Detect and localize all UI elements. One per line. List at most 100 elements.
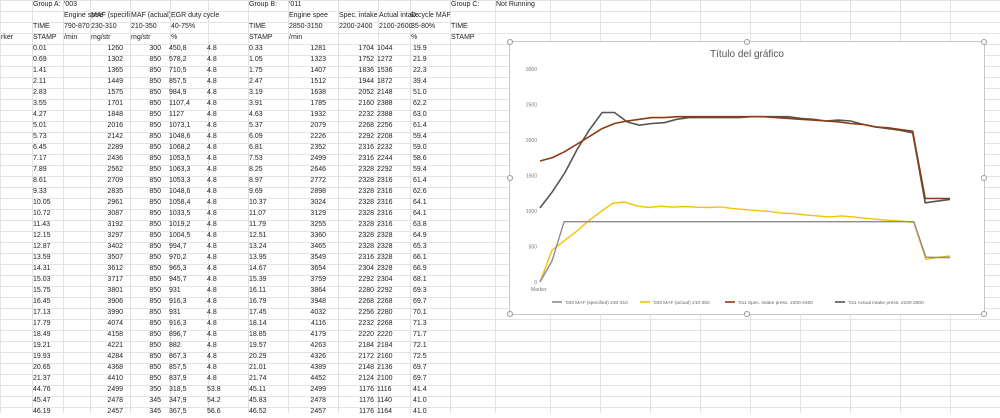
cell[interactable]: 3990 xyxy=(107,309,123,316)
cell[interactable]: 3129 xyxy=(310,210,326,217)
cell[interactable]: 850 xyxy=(149,254,161,261)
cell[interactable]: 4326 xyxy=(310,353,326,360)
resize-handle-top[interactable] xyxy=(744,39,750,45)
cell[interactable]: 2100 xyxy=(377,375,393,382)
cell[interactable]: 2232 xyxy=(377,144,393,151)
cell[interactable]: EGR duty cycle xyxy=(171,12,220,19)
cell[interactable]: 2328 xyxy=(358,166,374,173)
cell[interactable]: 71.3 xyxy=(413,320,427,327)
cell[interactable]: 1323 xyxy=(310,56,326,63)
cell[interactable]: 850 xyxy=(149,221,161,228)
cell[interactable]: 2.11 xyxy=(33,78,47,85)
cell[interactable]: 2208 xyxy=(377,133,393,140)
cell[interactable]: 4.8 xyxy=(207,67,217,74)
cell[interactable]: 12.15 xyxy=(33,232,51,239)
cell[interactable]: 931 xyxy=(169,287,181,294)
cell[interactable]: 1752 xyxy=(358,56,374,63)
cell[interactable]: 916,3 xyxy=(169,298,187,305)
cell[interactable]: 3402 xyxy=(107,243,123,250)
cell[interactable]: 850 xyxy=(149,67,161,74)
cell[interactable]: 61.4 xyxy=(413,177,427,184)
cell[interactable]: 2079 xyxy=(310,122,326,129)
cell[interactable]: 2268 xyxy=(358,298,374,305)
cell[interactable]: 5.01 xyxy=(33,122,47,129)
cell[interactable]: 882 xyxy=(169,342,181,349)
cell[interactable]: 4.8 xyxy=(207,221,217,228)
cell[interactable]: 857,5 xyxy=(169,78,187,85)
cell[interactable]: 4.8 xyxy=(207,78,217,85)
cell[interactable]: 6.09 xyxy=(249,133,263,140)
cell[interactable]: 10.37 xyxy=(249,199,267,206)
cell[interactable]: 1053,3 xyxy=(169,177,191,184)
cell[interactable]: 59.0 xyxy=(413,144,427,151)
cell[interactable]: 2316 xyxy=(358,254,374,261)
cell[interactable]: 2100-2600 xyxy=(379,23,413,30)
cell[interactable]: '011 xyxy=(289,1,302,8)
cell[interactable]: 15.03 xyxy=(33,276,51,283)
cell[interactable]: 1449 xyxy=(107,78,123,85)
cell[interactable]: 69.7 xyxy=(413,375,427,382)
cell[interactable]: 970,2 xyxy=(169,254,187,261)
cell[interactable]: 66.1 xyxy=(413,254,427,261)
cell[interactable]: 4452 xyxy=(310,375,326,382)
cell[interactable]: 4.8 xyxy=(207,155,217,162)
cell[interactable]: 65.3 xyxy=(413,243,427,250)
cell[interactable]: 2136 xyxy=(377,364,393,371)
cell[interactable]: 850 xyxy=(149,56,161,63)
cell[interactable]: 69.7 xyxy=(413,298,427,305)
cell[interactable]: 56.6 xyxy=(207,408,221,415)
cell[interactable]: Engine speed xyxy=(64,12,103,19)
cell[interactable]: 4.8 xyxy=(207,353,217,360)
cell[interactable]: Not Running xyxy=(496,1,535,8)
cell[interactable]: 965,3 xyxy=(169,265,187,272)
cell[interactable]: 3507 xyxy=(107,254,123,261)
cell[interactable]: 4.8 xyxy=(207,111,217,118)
cell[interactable]: 2292 xyxy=(358,133,374,140)
cell[interactable]: 0.33 xyxy=(249,45,263,52)
cell[interactable]: 2148 xyxy=(358,364,374,371)
cell[interactable]: 2328 xyxy=(377,232,393,239)
cell[interactable]: 35-80% xyxy=(411,23,436,30)
cell[interactable]: 64.9 xyxy=(413,232,427,239)
cell[interactable]: 2499 xyxy=(310,155,326,162)
cell[interactable]: 2184 xyxy=(358,342,374,349)
cell[interactable]: 1848 xyxy=(107,111,123,118)
cell[interactable]: 3087 xyxy=(107,210,123,217)
cell[interactable]: 63.0 xyxy=(413,111,427,118)
cell[interactable]: 2646 xyxy=(310,166,326,173)
cell[interactable]: 4.8 xyxy=(207,177,217,184)
cell[interactable]: Spec. intake xyxy=(339,12,378,19)
cell[interactable]: 1944 xyxy=(358,78,374,85)
cell[interactable]: 4.8 xyxy=(207,210,217,217)
cell[interactable]: 1575 xyxy=(107,89,123,96)
cell[interactable]: 2244 xyxy=(377,155,393,162)
cell[interactable]: 4158 xyxy=(107,331,123,338)
cell[interactable]: 68.1 xyxy=(413,276,427,283)
cell[interactable]: 345 xyxy=(149,397,161,404)
cell[interactable]: 2328 xyxy=(377,265,393,272)
cell[interactable]: 14.31 xyxy=(33,265,51,272)
cell[interactable]: 1048,6 xyxy=(169,188,191,195)
cell[interactable]: 1044 xyxy=(377,45,393,52)
cell[interactable]: 1260 xyxy=(107,45,123,52)
cell[interactable]: 2289 xyxy=(107,144,123,151)
cell[interactable]: 64.1 xyxy=(413,199,427,206)
cell[interactable]: 2388 xyxy=(377,100,393,107)
cell[interactable]: 2304 xyxy=(358,265,374,272)
cell[interactable]: 17.79 xyxy=(33,320,51,327)
cell[interactable]: 2562 xyxy=(107,166,123,173)
cell[interactable]: 19.93 xyxy=(33,353,51,360)
cell[interactable]: 2709 xyxy=(107,177,123,184)
cell[interactable]: 3465 xyxy=(310,243,326,250)
cell[interactable]: 3549 xyxy=(310,254,326,261)
cell[interactable]: 45.83 xyxy=(249,397,267,404)
cell[interactable]: 16.79 xyxy=(249,298,267,305)
cell[interactable]: rker xyxy=(1,34,14,41)
cell[interactable]: 3948 xyxy=(310,298,326,305)
cell[interactable]: 347,9 xyxy=(169,397,187,404)
cell[interactable]: 4368 xyxy=(107,364,123,371)
cell[interactable]: 945,7 xyxy=(169,276,187,283)
cell[interactable]: 2328 xyxy=(358,232,374,239)
cell[interactable]: 4.8 xyxy=(207,276,217,283)
cell[interactable]: 1019,2 xyxy=(169,221,191,228)
